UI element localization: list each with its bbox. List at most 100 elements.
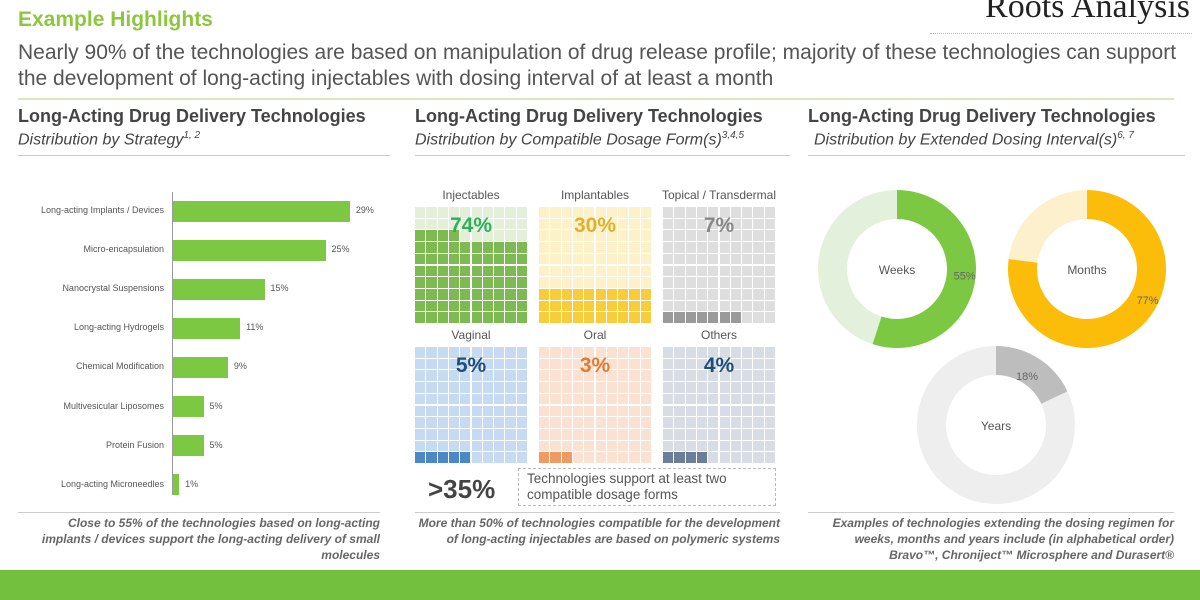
waffle-cell bbox=[618, 277, 629, 288]
waffle-cell bbox=[595, 393, 606, 405]
waffle-cell bbox=[460, 393, 471, 405]
divider bbox=[18, 155, 390, 157]
waffle-cell bbox=[448, 277, 460, 288]
donut-center-label: Years bbox=[981, 419, 1011, 433]
waffle-cell bbox=[448, 417, 460, 428]
waffle-cell bbox=[550, 277, 561, 288]
waffle-cell bbox=[539, 347, 550, 358]
waffle-cell bbox=[595, 440, 606, 452]
waffle-cell bbox=[426, 300, 437, 312]
waffle-cell bbox=[618, 347, 629, 358]
waffle-cell bbox=[674, 428, 685, 440]
waffle-cell bbox=[742, 242, 753, 253]
waffle-cell bbox=[561, 347, 572, 358]
waffle-cell bbox=[482, 288, 494, 300]
waffle-cell bbox=[674, 218, 685, 230]
waffle-cell bbox=[730, 370, 742, 382]
waffle-cell bbox=[415, 253, 426, 265]
donut-segment bbox=[872, 190, 977, 349]
roots-analysis-logo: Roots Analysis bbox=[985, 0, 1190, 25]
waffle-cell bbox=[494, 288, 505, 300]
waffle-cell bbox=[539, 288, 550, 300]
waffle-cell bbox=[719, 358, 730, 370]
bar-category-label: Nanocrystal Suspensions bbox=[62, 283, 164, 294]
waffle-cell bbox=[640, 405, 651, 417]
waffle-cell bbox=[663, 277, 674, 288]
waffle-cell bbox=[685, 405, 696, 417]
waffle-cell bbox=[572, 265, 584, 277]
waffle-cell bbox=[471, 347, 482, 358]
waffle-cell bbox=[685, 428, 696, 440]
waffle-cell bbox=[674, 452, 685, 463]
waffle-cell bbox=[448, 265, 460, 277]
waffle-cell bbox=[629, 428, 640, 440]
waffle-cell bbox=[550, 440, 561, 452]
waffle-cell bbox=[685, 207, 696, 218]
waffle-cell bbox=[708, 253, 719, 265]
waffle-cell bbox=[437, 242, 448, 253]
waffle-cell bbox=[764, 265, 775, 277]
waffle-cell bbox=[516, 370, 527, 382]
waffle-cell bbox=[426, 428, 437, 440]
waffle-cell bbox=[516, 382, 527, 393]
waffle-cell bbox=[764, 277, 775, 288]
waffle-cell bbox=[482, 452, 494, 463]
waffle-cell bbox=[606, 253, 618, 265]
panel-title: Long-Acting Drug Delivery Technologies bbox=[415, 106, 763, 126]
donut-value-label: 55% bbox=[954, 270, 976, 282]
waffle-cell bbox=[629, 440, 640, 452]
waffle-cell bbox=[550, 382, 561, 393]
bar-value-label: 9% bbox=[233, 361, 247, 372]
waffle-cell bbox=[550, 300, 561, 312]
waffle-cell bbox=[505, 312, 516, 323]
waffle-cell bbox=[516, 312, 527, 323]
waffle-cell bbox=[415, 230, 426, 242]
waffle-cell bbox=[730, 347, 742, 358]
waffle-cell bbox=[448, 242, 460, 253]
waffle-cell bbox=[640, 452, 651, 463]
donut-value-label: 77% bbox=[1137, 295, 1159, 307]
waffle-cell bbox=[595, 417, 606, 428]
waffle-cell bbox=[606, 370, 618, 382]
waffle-cell bbox=[685, 370, 696, 382]
waffle-cell bbox=[572, 417, 584, 428]
waffle-cell bbox=[629, 300, 640, 312]
waffle-cell bbox=[719, 347, 730, 358]
waffle-cell bbox=[719, 265, 730, 277]
subtitle-text: Distribution by Extended Dosing Interval… bbox=[814, 131, 1118, 149]
waffle-cell bbox=[640, 428, 651, 440]
waffle-cell bbox=[516, 253, 527, 265]
waffle-cell bbox=[482, 358, 494, 370]
waffle-cell bbox=[696, 393, 708, 405]
waffle-cell bbox=[640, 370, 651, 382]
waffle-cell bbox=[696, 253, 708, 265]
waffle-cell bbox=[448, 440, 460, 452]
waffle-cell bbox=[539, 277, 550, 288]
waffle-cell bbox=[539, 300, 550, 312]
waffle-cell bbox=[674, 207, 685, 218]
waffle-cell bbox=[505, 288, 516, 300]
waffle-cell bbox=[494, 428, 505, 440]
waffle-cell bbox=[437, 358, 448, 370]
waffle-cell bbox=[415, 358, 426, 370]
waffle-cell bbox=[730, 452, 742, 463]
waffle-cell bbox=[415, 393, 426, 405]
waffle-cell bbox=[719, 382, 730, 393]
waffle-cell bbox=[561, 312, 572, 323]
waffle-cell bbox=[696, 428, 708, 440]
waffle-cell bbox=[505, 300, 516, 312]
waffle-cell bbox=[640, 207, 651, 218]
waffle-cell bbox=[426, 393, 437, 405]
waffle-cell bbox=[426, 288, 437, 300]
waffle-cell bbox=[640, 265, 651, 277]
waffle-cell bbox=[494, 417, 505, 428]
bar-value-label: 15% bbox=[270, 283, 289, 294]
bar-category-label: Chemical Modification bbox=[75, 361, 164, 372]
waffle-cell bbox=[516, 347, 527, 358]
waffle-cell bbox=[584, 207, 595, 218]
waffle-cell bbox=[674, 440, 685, 452]
waffle-cell bbox=[482, 440, 494, 452]
bar-value-label: 5% bbox=[209, 400, 223, 411]
waffle-percent: 7% bbox=[703, 214, 735, 237]
waffle-cell bbox=[494, 230, 505, 242]
